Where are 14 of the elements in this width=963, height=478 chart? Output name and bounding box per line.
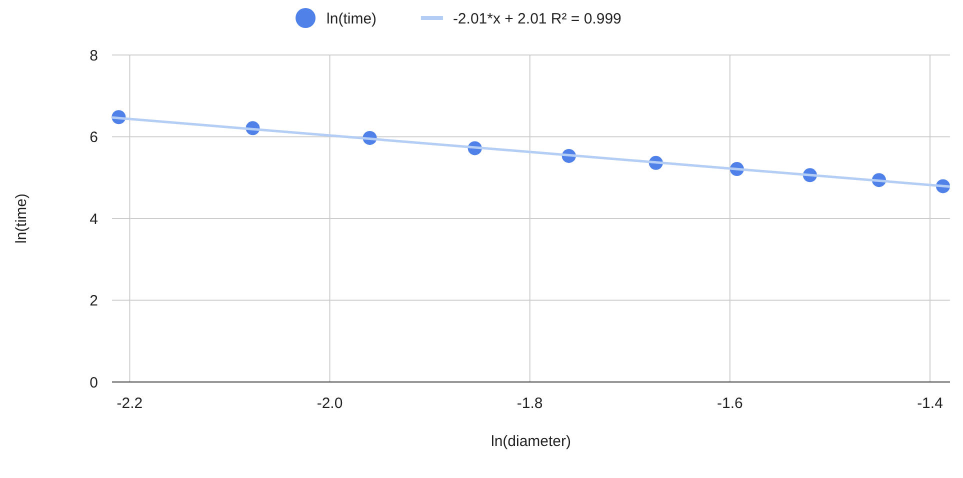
x-tick-label: -1.8 [516, 395, 543, 412]
legend-label: ln(time) [326, 10, 377, 28]
y-tick-label: 2 [90, 292, 98, 310]
y-axis-title: ln(time) [13, 193, 30, 244]
legend-label: -2.01*x + 2.01 R² = 0.999 [452, 10, 622, 28]
y-tick-label: 8 [90, 47, 98, 64]
x-tick-label: -1.6 [716, 395, 743, 412]
x-axis-title: ln(diameter) [490, 433, 572, 450]
y-tick-label: 0 [90, 374, 98, 392]
y-tick-label: 6 [90, 129, 98, 146]
x-tick-label: -2.0 [316, 395, 343, 412]
x-tick-label: -2.2 [116, 395, 143, 412]
y-tick-label: 4 [90, 210, 98, 228]
x-tick-label: -1.4 [917, 395, 943, 412]
